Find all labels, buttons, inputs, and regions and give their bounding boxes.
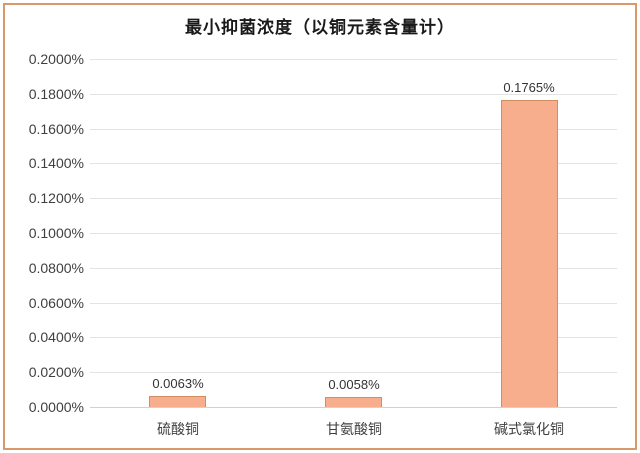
bar-value-label: 0.0063% [152, 376, 204, 391]
gridline [90, 337, 617, 339]
y-tick-label: 0.0600% [28, 294, 84, 311]
bar-value-label: 0.0058% [328, 377, 380, 392]
plot-area: 0.0063% 0.0058% 0.1765% [90, 59, 617, 408]
bar-value-label: 0.1765% [503, 80, 555, 95]
gridline [90, 163, 617, 165]
y-tick-label: 0.0400% [28, 329, 84, 346]
y-tick-label: 0.1800% [28, 85, 84, 102]
y-tick-label: 0.1000% [28, 225, 84, 241]
y-tick-label: 0.1400% [28, 155, 84, 172]
gridline [90, 233, 617, 234]
gridline [90, 198, 617, 200]
category-label: 硫酸铜 [157, 421, 199, 437]
y-tick-label: 0.2000% [28, 51, 84, 67]
y-tick-label: 0.1200% [28, 190, 84, 207]
y-tick-label: 0.0000% [28, 399, 84, 415]
y-tick-label: 0.0800% [28, 259, 84, 276]
gridline [90, 59, 617, 60]
gridline [90, 302, 617, 304]
bar-碱式氯化铜 [501, 100, 558, 407]
bar-甘氨酸铜 [325, 397, 382, 407]
gridline [90, 93, 617, 95]
x-axis-line [90, 407, 617, 408]
y-tick-label: 0.1600% [28, 120, 84, 137]
gridline [90, 267, 617, 269]
category-label: 甘氨酸铜 [326, 421, 382, 437]
y-tick-label: 0.0200% [28, 364, 84, 381]
gridline [90, 128, 617, 130]
bar-硫酸铜 [149, 396, 206, 407]
chart-title: 最小抑菌浓度（以铜元素含量计） [185, 18, 455, 37]
gridline [90, 372, 617, 374]
category-label: 碱式氯化铜 [494, 421, 564, 437]
